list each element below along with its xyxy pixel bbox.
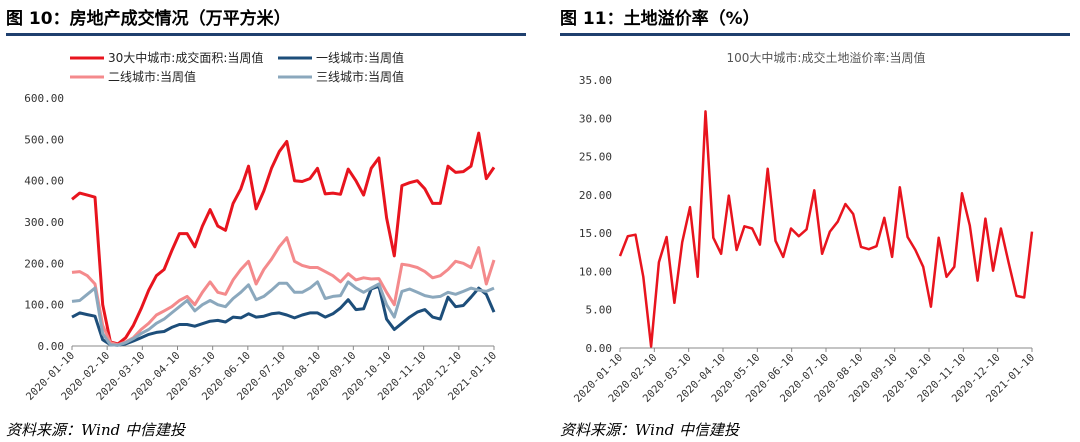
y-tick-label: 0.00 bbox=[586, 342, 613, 355]
y-tick-label: 500.00 bbox=[24, 133, 64, 146]
y-tick-label: 35.00 bbox=[579, 74, 612, 87]
series-line-3 bbox=[71, 236, 496, 347]
y-tick-label: 20.00 bbox=[579, 189, 612, 202]
right-title-rule bbox=[560, 33, 1070, 36]
y-tick-label: 15.00 bbox=[579, 227, 612, 240]
y-tick-label: 5.00 bbox=[586, 304, 613, 317]
legend-item-2: 一线城市:当周值 bbox=[278, 50, 404, 65]
chart-title: 100大中城市:成交土地溢价率:当周值 bbox=[727, 50, 926, 65]
left-source-note: 资料来源：Wind 中信建投 bbox=[6, 421, 185, 439]
right-figure-title: 图 11：土地溢价率（%） bbox=[560, 9, 760, 29]
y-tick-label: 30.00 bbox=[579, 112, 612, 125]
legend-item-1: 30大中城市:成交面积:当周值 bbox=[70, 50, 263, 65]
left-figure-panel: 图 10：房地产成交情况（万平方米） 0.00 100.00 200.00 300.0… bbox=[0, 0, 530, 442]
series-line-2 bbox=[71, 284, 496, 347]
right-source-note: 资料来源：Wind 中信建投 bbox=[560, 421, 739, 439]
legend-item-3: 二线城市:当周值 bbox=[70, 69, 196, 84]
series-line-1 bbox=[618, 110, 1034, 348]
legend-label: 二线城市:当周值 bbox=[108, 69, 196, 84]
y-tick-label: 300.00 bbox=[24, 216, 64, 229]
y-tick-label: 25.00 bbox=[579, 151, 612, 164]
right-figure-panel: 图 11：土地溢价率（%） 100大中城市:成交土地溢价率:当周值 0.00 5.0… bbox=[560, 0, 1080, 442]
series-line-1 bbox=[71, 131, 496, 346]
y-tick-label: 10.00 bbox=[579, 265, 612, 278]
land-premium-chart: 100大中城市:成交土地溢价率:当周值 0.00 5.00 10.00 15.00 20.… bbox=[572, 50, 1037, 405]
y-tick-label: 100.00 bbox=[24, 299, 64, 312]
legend-label: 一线城市:当周值 bbox=[316, 50, 404, 65]
legend-label: 30大中城市:成交面积:当周值 bbox=[108, 50, 263, 65]
housing-transactions-chart: 0.00 100.00 200.00 300.00 400.00 500.00 600.00… bbox=[24, 50, 499, 403]
left-title-rule bbox=[6, 33, 526, 36]
legend-label: 三线城市:当周值 bbox=[316, 69, 404, 84]
legend-item-4: 三线城市:当周值 bbox=[278, 69, 404, 84]
series-line-4 bbox=[71, 280, 495, 347]
y-tick-label: 600.00 bbox=[24, 92, 64, 105]
y-tick-label: 200.00 bbox=[24, 257, 64, 270]
left-figure-title: 图 10：房地产成交情况（万平方米） bbox=[6, 9, 291, 29]
y-tick-label: 0.00 bbox=[38, 340, 65, 353]
y-tick-label: 400.00 bbox=[24, 175, 64, 188]
